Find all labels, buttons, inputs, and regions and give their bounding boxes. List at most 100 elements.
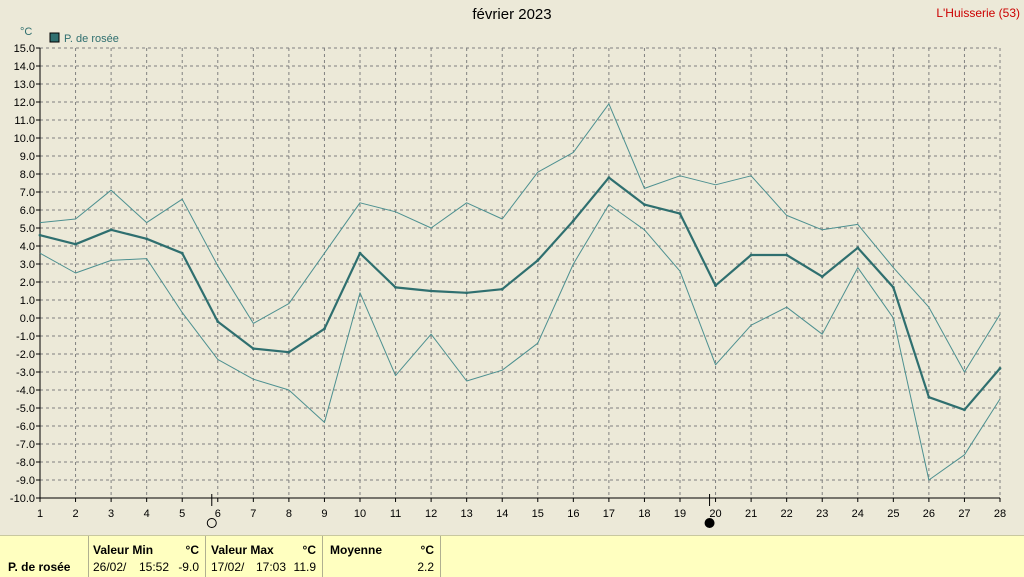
dewpoint-point	[927, 395, 931, 399]
x-tick-label: 10	[354, 508, 366, 520]
dewpoint-point	[251, 347, 255, 350]
min-envelope-line	[39, 204, 1001, 481]
stats-avg-unit: °C	[420, 543, 434, 557]
y-tick-label: -4.0	[16, 385, 35, 397]
chart-title: février 2023	[472, 6, 552, 23]
dewpoint-point	[500, 287, 504, 291]
y-tick-label: 11.0	[14, 115, 35, 127]
dewpoint-point	[74, 242, 77, 246]
y-tick-label: 15.0	[14, 43, 35, 55]
stats-avg-label: Moyenne	[330, 543, 383, 557]
max-envelope-line	[39, 103, 1001, 373]
new-moon-icon	[704, 518, 715, 528]
stats-min-unit: °C	[185, 543, 199, 557]
dewpoint-point	[323, 327, 326, 331]
x-tick-label: 24	[852, 508, 864, 520]
stats-min-date: 26/02/	[93, 560, 127, 574]
dewpoint-point	[216, 320, 220, 323]
dewpoint-point	[571, 219, 575, 223]
x-tick-label: 11	[390, 508, 401, 520]
stats-avg-value: 2.2	[417, 560, 434, 574]
dewpoint-point	[678, 212, 682, 216]
x-tick-label: 20	[709, 508, 721, 520]
legend-label: P. de rosée	[64, 33, 119, 45]
dewpoint-point	[287, 350, 291, 354]
y-tick-label: -3.0	[16, 367, 35, 379]
dewpoint-point	[891, 286, 895, 289]
x-tick-label: 21	[745, 508, 757, 520]
x-tick-label: 9	[321, 508, 327, 520]
x-tick-label: 17	[603, 508, 615, 520]
dewpoint-point	[963, 408, 966, 412]
y-tick-label: -6.0	[16, 421, 35, 433]
x-tick-label: 22	[781, 508, 793, 520]
chart-legend: P. de rosée	[49, 32, 119, 45]
x-tick-label: 18	[638, 508, 650, 520]
y-tick-label: 3.0	[20, 259, 35, 271]
x-tick-label: 15	[532, 508, 544, 520]
x-tick-label: 3	[108, 508, 114, 520]
stats-max-date: 17/02/	[211, 560, 245, 574]
y-unit-label: °C	[20, 26, 32, 38]
stats-min-time: 15:52	[139, 560, 170, 574]
dewpoint-point	[536, 259, 540, 262]
stats-min-cell: Valeur Min °C 26/02/ 15:52 -9.0	[89, 536, 206, 577]
y-tick-label: 13.0	[14, 79, 35, 91]
dewpoint-point	[145, 237, 149, 241]
stats-panel: P. de rosée Valeur Min °C 26/02/ 15:52 -…	[0, 535, 1024, 577]
y-tick-label: 1.0	[20, 295, 35, 307]
x-tick-label: 8	[286, 508, 292, 520]
dewpoint-point	[820, 275, 824, 278]
dewpoint-point	[643, 203, 646, 207]
y-tick-label: -1.0	[16, 331, 35, 343]
legend-swatch	[49, 32, 60, 43]
x-tick-label: 1	[37, 508, 43, 520]
x-tick-label: 25	[887, 508, 899, 520]
y-tick-label: 2.0	[20, 277, 35, 289]
y-tick-label: 8.0	[20, 169, 35, 181]
station-name: L'Huisserie (53)	[936, 6, 1020, 20]
x-tick-label: 6	[215, 508, 221, 520]
x-tick-label: 4	[144, 508, 150, 520]
dewpoint-point	[856, 246, 860, 250]
x-tick-label: 2	[72, 508, 78, 520]
x-tick-label: 7	[250, 508, 256, 520]
x-tick-label: 19	[674, 508, 686, 520]
y-tick-label: -2.0	[16, 349, 35, 361]
y-tick-label: 9.0	[20, 151, 35, 163]
dewpoint-point	[109, 228, 113, 232]
x-tick-label: 27	[958, 508, 970, 520]
dewpoint-point	[180, 251, 184, 255]
dewpoint-point	[998, 367, 1002, 370]
stats-min-label: Valeur Min	[93, 543, 154, 557]
dewpoint-chart: 15.0 1 4.0 13.0 12.0 11.0 10.0 9.0 8.0 7.0 6.0 5.0 4…	[10, 26, 1006, 528]
y-tick-label: -10.0	[10, 493, 35, 505]
stats-max-time: 17:03	[256, 560, 287, 574]
dewpoint-point	[38, 233, 42, 237]
stats-max-unit: °C	[302, 543, 316, 557]
stats-series-cell: P. de rosée	[0, 536, 89, 577]
dewpoint-point	[607, 176, 611, 180]
y-tick-label: -5.0	[16, 403, 35, 415]
dewpoint-point	[358, 251, 362, 255]
x-tick-label: 26	[923, 508, 935, 520]
dewpoint-point	[429, 289, 433, 293]
stats-max-label: Valeur Max	[211, 543, 274, 557]
dewpoint-point	[714, 284, 717, 287]
y-tick-label: 0.0	[20, 313, 35, 325]
y-tick-label: 5.0	[20, 223, 35, 235]
y-tick-label: -9.0	[16, 475, 35, 487]
x-tick-label: 5	[179, 508, 185, 520]
y-tick-label: 10.0	[14, 133, 35, 145]
y-tick-label: -7.0	[16, 439, 35, 451]
y-tick-label: 12.0	[14, 97, 35, 109]
x-tick-label: 16	[567, 508, 579, 520]
y-tick-label: 4.0	[20, 241, 35, 253]
y-tick-label: 6.0	[20, 205, 35, 217]
stats-min-value: -9.0	[178, 560, 199, 574]
stats-series-label: P. de rosée	[8, 560, 71, 574]
dewpoint-point	[749, 253, 753, 257]
x-tick-label: 12	[425, 508, 437, 520]
stats-max-cell: Valeur Max °C 17/02/ 17:03 11.9	[206, 536, 323, 577]
y-tick-label: 7.0	[20, 187, 35, 199]
